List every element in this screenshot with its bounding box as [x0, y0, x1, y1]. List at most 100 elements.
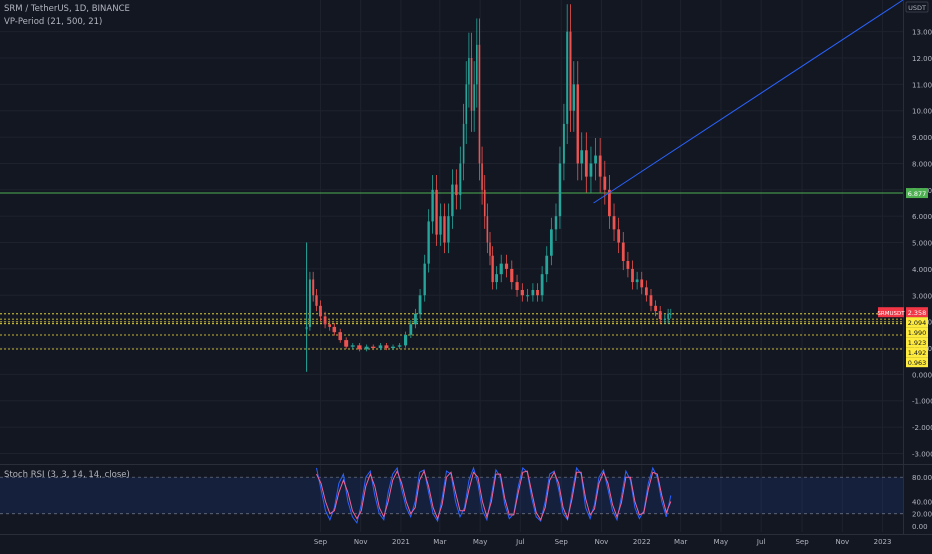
candle-body — [491, 255, 494, 283]
candle-body — [350, 345, 355, 347]
y-tick-label: 0.000 — [912, 371, 932, 379]
stoch-d-line — [316, 469, 672, 521]
y-tick-label: 9.000 — [912, 134, 932, 142]
level-label-bg — [906, 357, 928, 368]
candle-body — [580, 150, 584, 164]
x-tick-label: Sep — [795, 538, 809, 546]
stoch-k-line — [316, 466, 672, 525]
candle-body — [483, 189, 486, 217]
x-tick-label: Nov — [354, 538, 368, 546]
x-tick-label: May — [473, 538, 487, 546]
candle-body — [649, 295, 653, 306]
level-label: 1.492 — [908, 349, 927, 357]
last-price-label-bg — [906, 307, 928, 318]
candle-body — [455, 184, 458, 196]
osc-tick-label: 20.00 — [912, 511, 932, 519]
candle-body — [470, 58, 473, 111]
y-tick-label: 6.000 — [912, 213, 932, 221]
x-tick-label: Jul — [756, 538, 766, 546]
candle-body — [384, 345, 389, 348]
candle-body — [621, 242, 625, 261]
y-tick-label: -1.000 — [912, 398, 932, 406]
candle-body — [658, 311, 662, 319]
candle-body — [576, 84, 579, 164]
y-tick-label: 3.000 — [912, 292, 932, 300]
candle-body — [515, 282, 519, 290]
candle-body — [669, 313, 672, 315]
candle-body — [468, 58, 470, 85]
candle-body — [371, 346, 376, 348]
x-tick-label: Jul — [515, 538, 525, 546]
candle-body — [447, 216, 450, 243]
candle-body — [319, 305, 322, 317]
candle-body — [364, 346, 369, 350]
trendline — [593, 0, 904, 204]
candle-body — [338, 332, 343, 341]
x-tick-label: Nov — [595, 538, 609, 546]
level-label: 1.990 — [908, 329, 927, 337]
osc-tick-label: 80.00 — [912, 474, 932, 482]
candle-body — [332, 326, 337, 333]
x-tick-label: May — [714, 538, 728, 546]
candle-body — [626, 261, 630, 269]
osc-tick-label: 40.00 — [912, 499, 932, 507]
candle-body — [414, 313, 417, 325]
candle-body — [435, 189, 438, 235]
x-tick-label: 2023 — [874, 538, 892, 546]
candle-body — [418, 295, 422, 314]
candle-body — [344, 340, 349, 347]
x-tick-label: Mar — [433, 538, 446, 546]
candle-body — [443, 216, 446, 243]
candle-body — [654, 305, 657, 312]
candle-body — [481, 163, 483, 190]
x-tick-label: Sep — [314, 538, 328, 546]
green-level-label-bg — [906, 188, 928, 199]
currency-badge-text: USDT — [908, 4, 926, 12]
y-tick-label: 4.000 — [912, 266, 932, 274]
candle-body — [594, 155, 597, 164]
level-label-bg — [906, 317, 928, 328]
candle-body — [462, 123, 465, 164]
candle-body — [526, 295, 530, 297]
candle-body — [558, 163, 562, 217]
candle-body — [397, 345, 402, 347]
x-tick-label: Mar — [674, 538, 687, 546]
y-tick-label: 5.000 — [912, 240, 932, 248]
candle-body — [598, 155, 602, 177]
x-tick-label: 2022 — [633, 538, 651, 546]
symbol-tag: SRMUSDT — [877, 311, 905, 317]
candle-body — [631, 268, 634, 283]
symbol-legend[interactable]: SRM / TetherUS, 1D, BINANCE — [4, 4, 130, 14]
indicator-legend[interactable]: VP-Period (21, 500, 21) — [4, 17, 103, 27]
candle-body — [495, 274, 498, 283]
y-tick-label: 11.000 — [912, 81, 932, 89]
currency-badge-frame — [905, 1, 929, 13]
candle-body — [403, 334, 408, 346]
y-tick-label: 8.000 — [912, 160, 932, 168]
level-label: 2.094 — [908, 319, 927, 327]
candle-body — [603, 176, 607, 190]
oscillator-legend[interactable]: Stoch RSI (3, 3, 14, 14, close) — [4, 470, 130, 480]
candle-body — [504, 263, 509, 269]
candle-body — [644, 287, 648, 296]
osc-tick-label: 0.00 — [912, 523, 928, 531]
candle-body — [451, 184, 454, 217]
level-label: 1.923 — [908, 339, 927, 347]
level-label-bg — [906, 347, 928, 358]
y-tick-label: 10.000 — [912, 108, 932, 116]
candle-body — [617, 229, 621, 243]
candle-body — [478, 44, 481, 164]
candle-body — [635, 279, 639, 283]
candle-body — [465, 84, 468, 124]
candle-body — [520, 290, 524, 296]
level-label-bg — [906, 337, 928, 348]
candle-body — [531, 290, 535, 296]
candle-body — [357, 345, 362, 350]
candle-body — [549, 229, 553, 256]
candle-body — [476, 44, 478, 85]
currency-badge[interactable]: USDT — [905, 1, 929, 13]
symbol-tag-bg — [878, 307, 904, 318]
candle-body — [562, 123, 565, 164]
